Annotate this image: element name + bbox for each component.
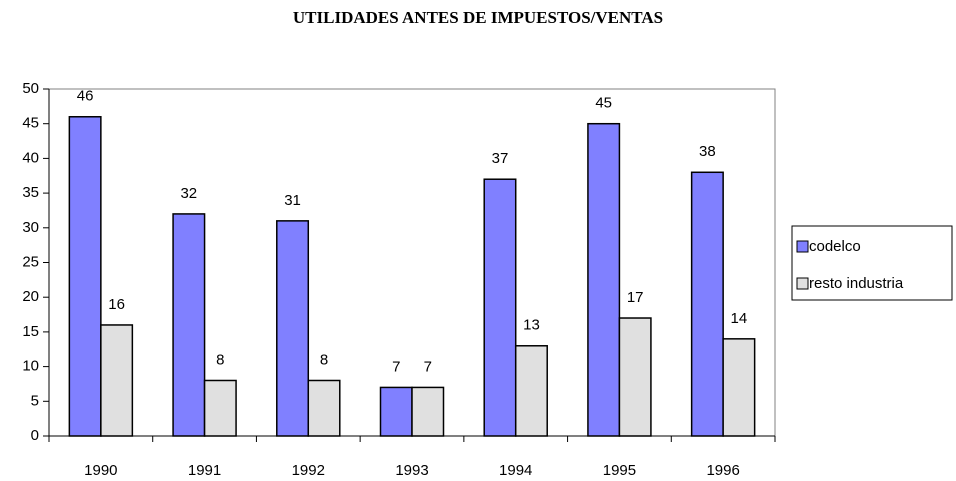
x-tick-label: 1996 <box>706 462 739 479</box>
bar <box>411 386 445 437</box>
chart-title: UTILIDADES ANTES DE IMPUESTOS/VENTAS <box>293 8 663 27</box>
legend-label: codelco <box>809 238 861 255</box>
y-tick-label: 0 <box>31 427 39 444</box>
x-tick-label: 1993 <box>395 462 428 479</box>
x-tick-label: 1991 <box>188 462 221 479</box>
data-label: 32 <box>180 185 197 202</box>
data-label: 17 <box>627 289 644 306</box>
bar <box>722 338 756 437</box>
bar <box>483 178 517 437</box>
legend-label: resto industria <box>809 275 904 292</box>
data-label: 45 <box>595 95 612 112</box>
y-tick-label: 45 <box>22 115 39 132</box>
bar <box>203 379 237 437</box>
data-label: 16 <box>108 296 125 313</box>
data-label: 31 <box>284 192 301 209</box>
legend-box <box>791 225 953 301</box>
y-tick-label: 5 <box>31 392 39 409</box>
legend-swatch <box>796 240 809 253</box>
bar <box>276 220 310 437</box>
bar <box>68 116 102 437</box>
data-label: 46 <box>77 88 94 105</box>
y-tick-label: 50 <box>22 80 39 97</box>
x-tick-label: 1990 <box>84 462 117 479</box>
data-label: 8 <box>216 351 224 368</box>
y-tick-label: 40 <box>22 149 39 166</box>
bar <box>100 324 134 437</box>
y-tick-label: 10 <box>22 358 39 375</box>
y-tick-label: 15 <box>22 323 39 340</box>
bar <box>172 213 206 437</box>
y-tick-label: 25 <box>22 253 39 270</box>
bar <box>618 317 652 437</box>
x-tick-label: 1995 <box>603 462 636 479</box>
data-label: 14 <box>731 310 748 327</box>
data-label: 8 <box>320 351 328 368</box>
bar <box>587 122 621 437</box>
data-label: 7 <box>392 358 400 375</box>
y-tick-label: 30 <box>22 219 39 236</box>
data-label: 37 <box>492 150 509 167</box>
bar <box>307 379 341 437</box>
y-tick-label: 20 <box>22 288 39 305</box>
plot-frame <box>48 88 776 437</box>
bar <box>379 386 413 437</box>
x-tick-label: 1992 <box>292 462 325 479</box>
legend-swatch <box>796 277 809 290</box>
x-tick-label: 1994 <box>499 462 532 479</box>
y-tick-label: 35 <box>22 184 39 201</box>
bar <box>690 171 724 437</box>
data-label: 13 <box>523 317 540 334</box>
bar <box>514 345 548 437</box>
data-label: 7 <box>424 358 432 375</box>
data-label: 38 <box>699 143 716 160</box>
